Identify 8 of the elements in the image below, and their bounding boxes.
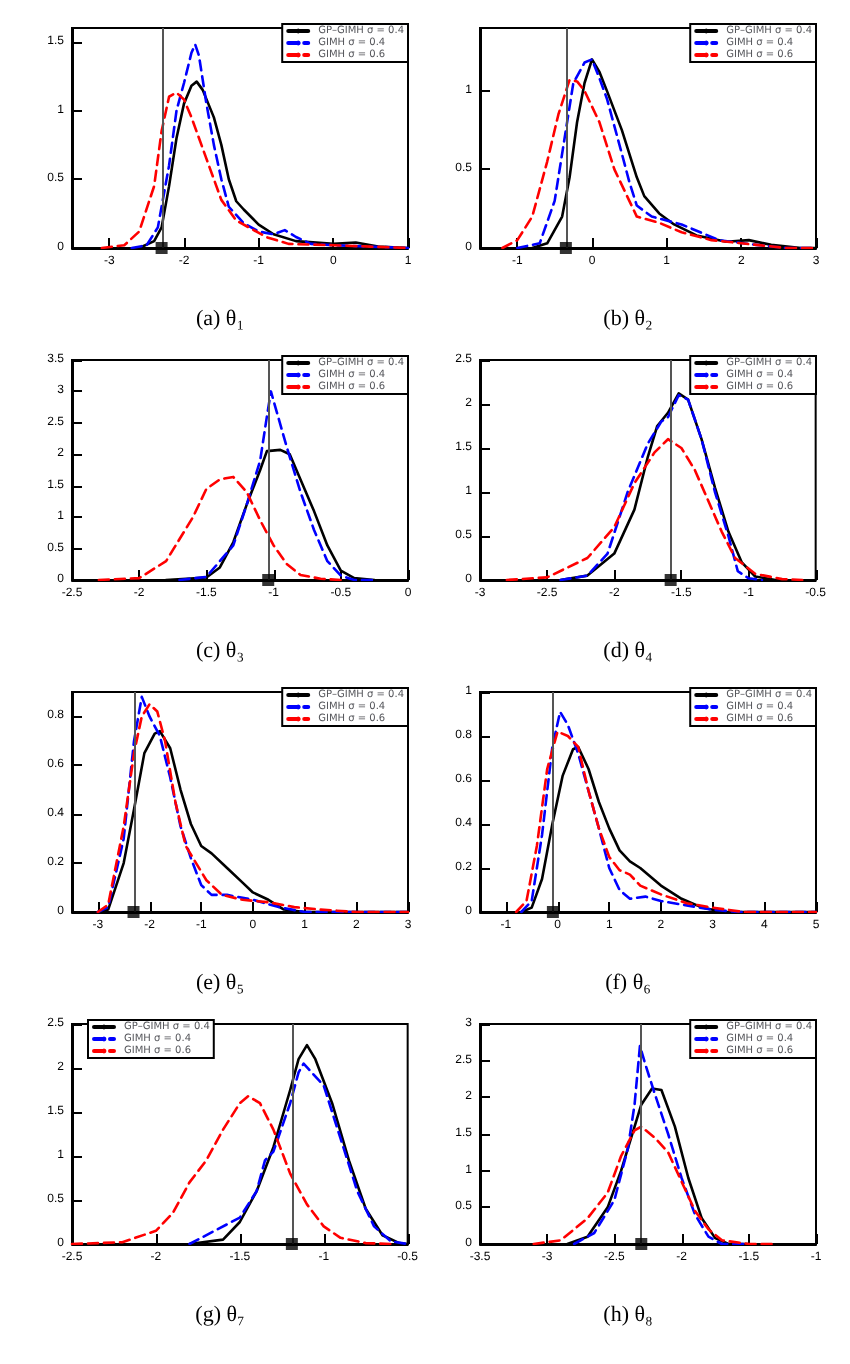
- text: (a) θ₁: [195, 307, 245, 331]
- text: (g) θ₇: [195, 1303, 245, 1327]
- text: (f) θ₆: [605, 971, 652, 995]
- text: (d) θ₄: [603, 639, 653, 663]
- text: (b) θ₂: [603, 307, 653, 331]
- text: (e) θ₅: [195, 971, 245, 995]
- text: (c) θ₃: [195, 639, 245, 663]
- text: (h) θ₈: [603, 1303, 653, 1327]
